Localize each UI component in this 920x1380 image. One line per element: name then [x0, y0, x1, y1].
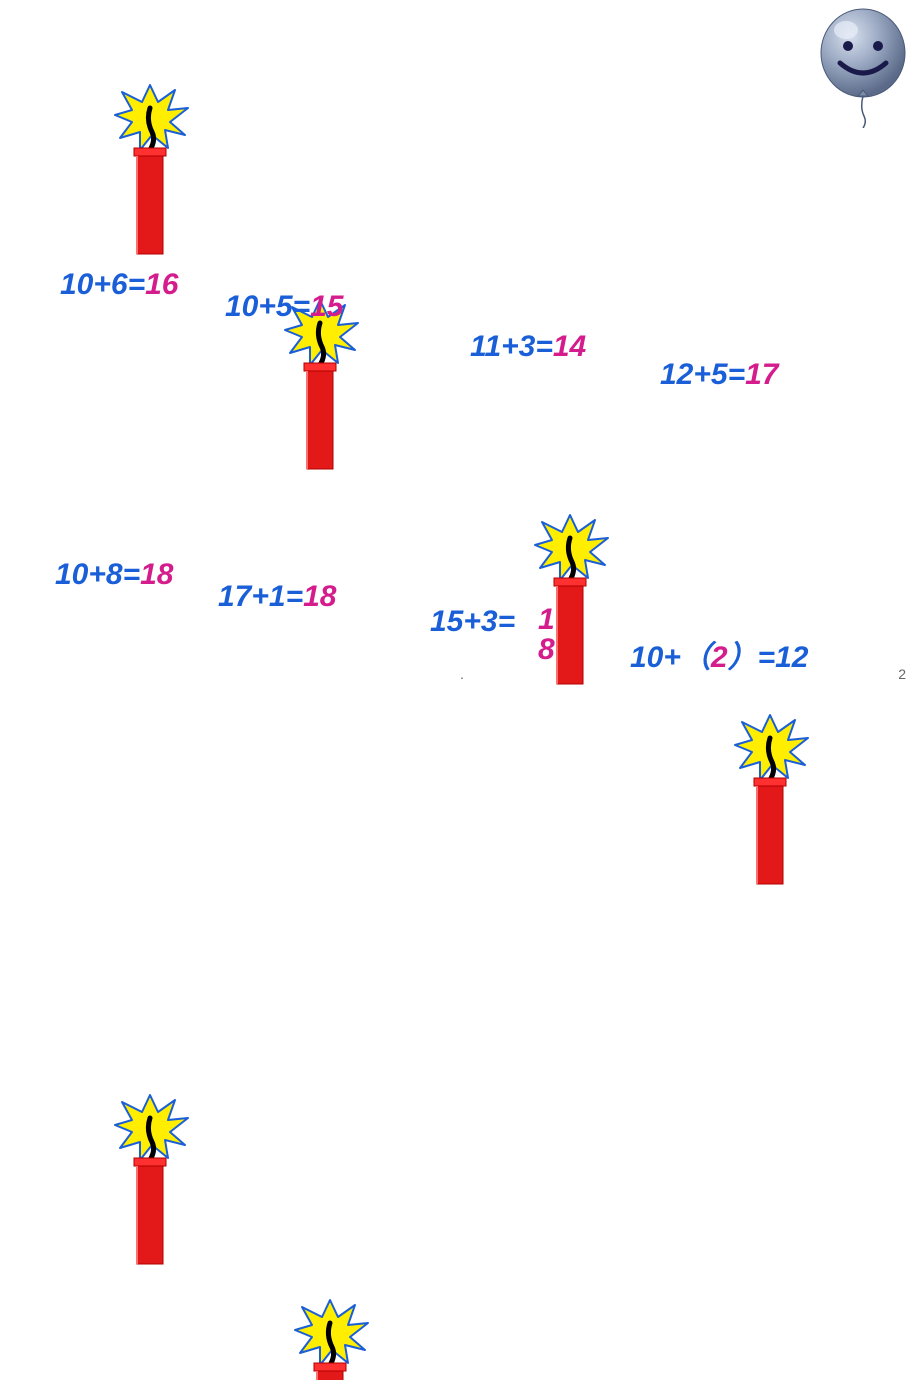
equation-0: 10+6=16 — [60, 268, 178, 302]
equation-prefix: 11+3= — [470, 330, 553, 363]
equation-prefix: 10+6= — [60, 268, 145, 301]
firecracker-icon — [110, 1090, 190, 1270]
equation-4: 10+8=18 — [55, 558, 173, 592]
page-number: 2 — [898, 666, 906, 682]
equation-answer: 18 — [140, 558, 173, 591]
equation-prefix: 15+3= — [430, 605, 515, 638]
smiley-balloon-icon — [818, 8, 908, 128]
equation-2: 11+3=14 — [470, 330, 586, 364]
firecracker-icon — [730, 710, 810, 890]
equation-3: 12+5=17 — [660, 358, 778, 392]
equation-prefix: 10+（ — [630, 641, 711, 674]
equation-answer: 17 — [745, 358, 778, 391]
firecracker-icon — [110, 80, 190, 260]
equation-prefix: 17+1= — [218, 580, 303, 613]
equation-prefix: 12+5= — [660, 358, 745, 391]
equation-prefix: 10+5= — [225, 290, 310, 323]
equation-7: 10+（2）=12 — [630, 632, 808, 676]
equation-answer: 14 — [553, 330, 586, 363]
equation-1: 10+5=15 — [225, 290, 343, 324]
equation-answer: 18 — [303, 580, 336, 613]
firecracker-icon — [290, 1295, 370, 1380]
equation-answer: 18 — [538, 605, 558, 665]
equation-answer: 16 — [145, 268, 178, 301]
equation-prefix: 10+8= — [55, 558, 140, 591]
equation-answer: 15 — [310, 290, 343, 323]
period-mark: . — [460, 666, 464, 682]
equation-5: 17+1=18 — [218, 580, 336, 614]
equation-6: 15+3=18 — [430, 605, 515, 639]
equation-suffix: ）=12 — [728, 641, 809, 674]
equation-answer: 2 — [711, 641, 728, 674]
